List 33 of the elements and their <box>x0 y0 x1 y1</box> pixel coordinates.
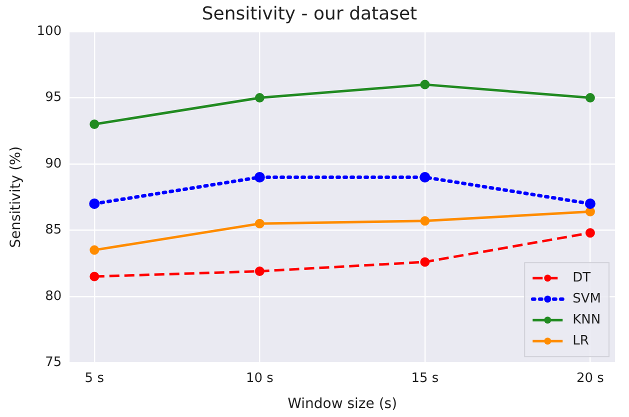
point <box>254 93 264 103</box>
y-tick-label: 85 <box>45 222 62 238</box>
point <box>585 93 595 103</box>
chart-title: Sensitivity - our dataset <box>202 3 418 24</box>
point <box>584 198 596 209</box>
x-axis-title: Window size (s) <box>288 396 398 412</box>
y-tick-label: 75 <box>45 354 62 370</box>
point <box>420 216 430 226</box>
legend-label: KNN <box>572 312 601 328</box>
point <box>89 198 100 209</box>
y-tick-label: 90 <box>45 156 62 172</box>
point <box>90 120 100 130</box>
point <box>254 218 264 228</box>
x-tick-label: 10 s <box>246 370 274 386</box>
y-axis-title: Sensitivity (%) <box>8 146 24 248</box>
point <box>90 245 100 255</box>
point <box>420 172 430 182</box>
point <box>585 228 595 238</box>
y-tick-label: 100 <box>36 24 62 39</box>
point <box>254 172 265 182</box>
legend-label: DT <box>572 270 591 286</box>
x-tick-label: 20 s <box>576 370 604 386</box>
x-tick-label: 15 s <box>411 370 439 386</box>
legend-label: LR <box>572 333 589 348</box>
x-tick-label: 5 s <box>84 370 104 386</box>
point <box>420 257 430 267</box>
y-tick-label: 80 <box>45 288 62 304</box>
point <box>420 80 430 90</box>
legend-label: SVM <box>572 291 602 306</box>
point <box>585 206 595 216</box>
y-tick-label: 95 <box>45 90 62 106</box>
point <box>90 272 100 282</box>
point <box>254 266 264 276</box>
